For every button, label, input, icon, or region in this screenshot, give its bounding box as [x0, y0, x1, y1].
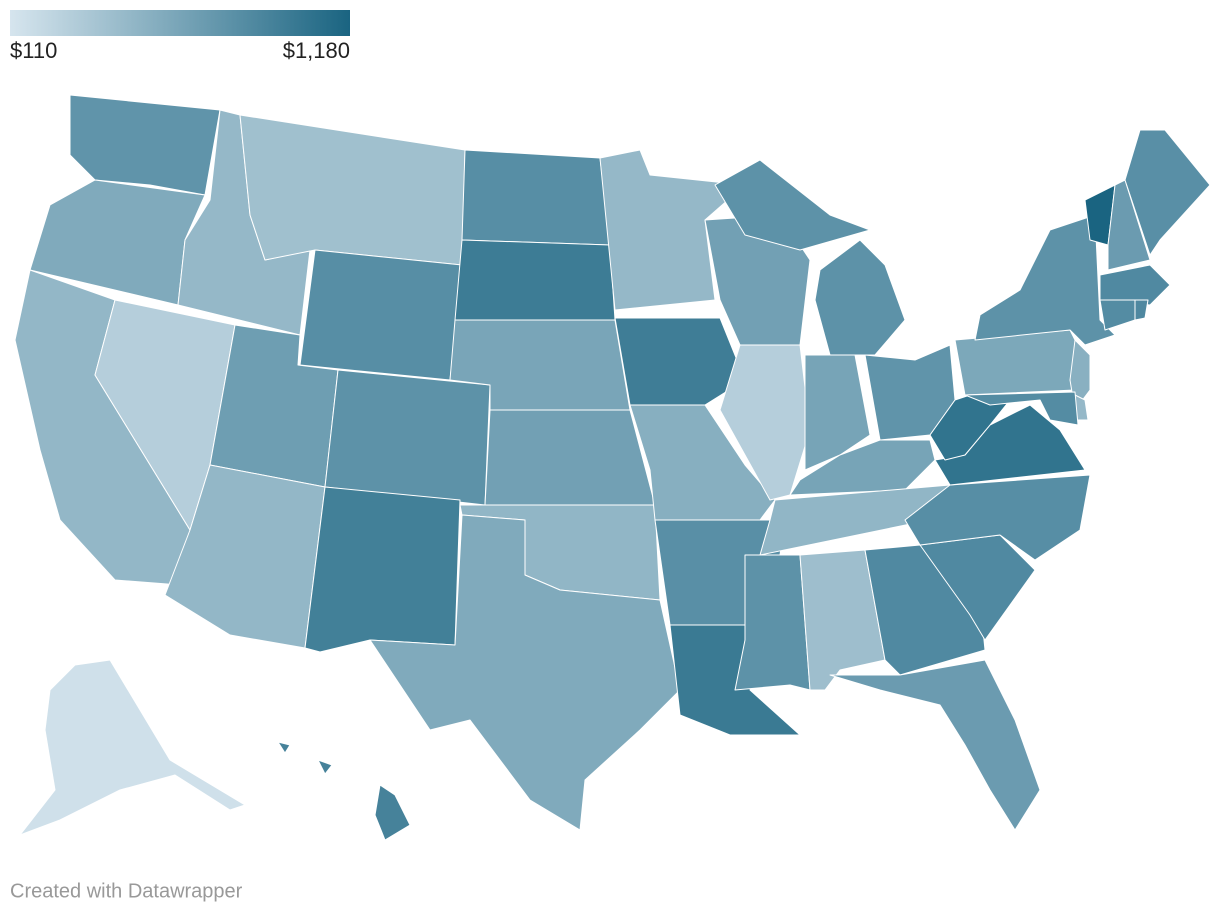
region	[714, 159, 906, 356]
region	[324, 369, 491, 506]
region	[461, 149, 611, 246]
region	[19, 659, 246, 836]
region	[1099, 299, 1136, 331]
region	[964, 391, 1079, 426]
legend-label: $110	[10, 38, 57, 63]
region	[1107, 179, 1151, 271]
legend-label: $1,180	[283, 38, 350, 63]
region	[904, 474, 1091, 561]
region	[454, 239, 616, 321]
region	[789, 439, 936, 496]
region	[484, 409, 656, 506]
region	[1134, 299, 1149, 321]
region	[629, 404, 776, 521]
region	[299, 249, 463, 381]
region	[1124, 129, 1211, 256]
region	[1099, 264, 1171, 306]
region	[369, 514, 681, 831]
region	[829, 659, 1041, 831]
region	[239, 114, 466, 266]
region	[929, 389, 1011, 461]
credit: Created with Datawrapper	[10, 880, 243, 902]
region	[954, 329, 1086, 396]
region	[804, 354, 871, 471]
region	[304, 486, 461, 653]
region	[734, 554, 811, 691]
legend-gradient	[10, 10, 350, 36]
region	[69, 94, 221, 196]
region	[277, 741, 411, 841]
